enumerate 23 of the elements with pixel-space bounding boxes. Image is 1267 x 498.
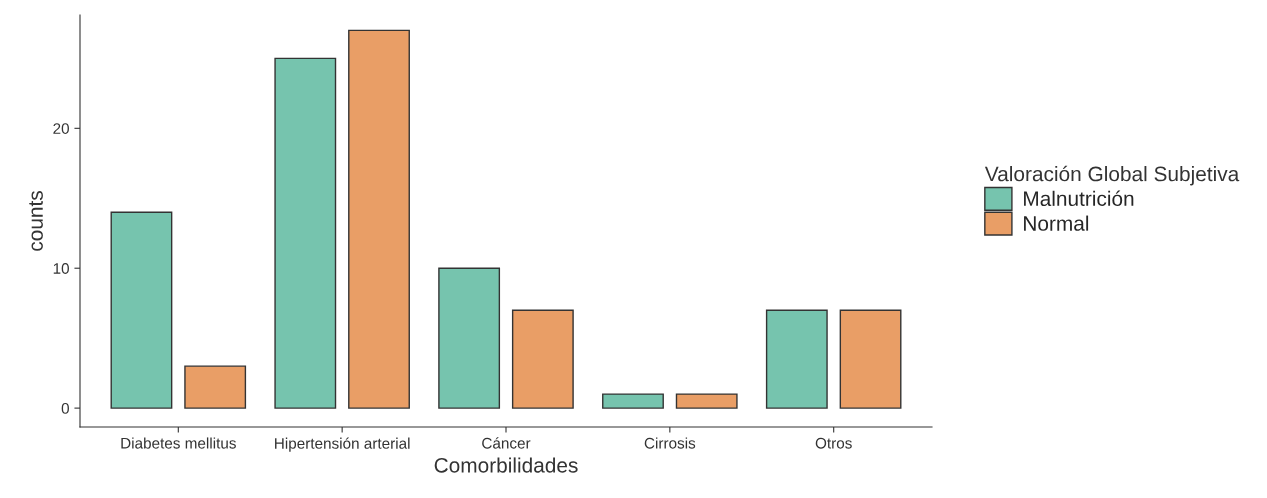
bar — [184, 365, 247, 409]
legend-title: Valoración Global Subjetiva — [984, 165, 1240, 186]
x-tick-label: Cáncer — [482, 437, 531, 449]
legend-label: Normal — [1024, 215, 1089, 231]
bar — [511, 309, 574, 409]
x-tick-label: Otros — [815, 437, 852, 449]
bar — [839, 309, 902, 409]
y-tick-label: 20 — [53, 123, 69, 134]
bar — [274, 57, 337, 409]
bar — [765, 309, 828, 409]
bar — [348, 29, 410, 409]
legend-label: Malnutrición — [1024, 190, 1134, 207]
y-tick-label: 0 — [61, 402, 69, 414]
bar — [602, 393, 664, 409]
bar — [110, 211, 173, 409]
bar — [675, 393, 738, 409]
y-tick-label: 10 — [53, 263, 69, 274]
y-axis-title: counts — [29, 191, 43, 251]
x-tick-label: Cirrosis — [644, 437, 696, 449]
bar — [438, 267, 501, 409]
x-tick-label: Hipertensión arterial — [275, 437, 410, 452]
x-tick-label: Diabetes mellitus — [121, 437, 236, 449]
x-axis-title: Comorbilidades — [434, 457, 578, 473]
